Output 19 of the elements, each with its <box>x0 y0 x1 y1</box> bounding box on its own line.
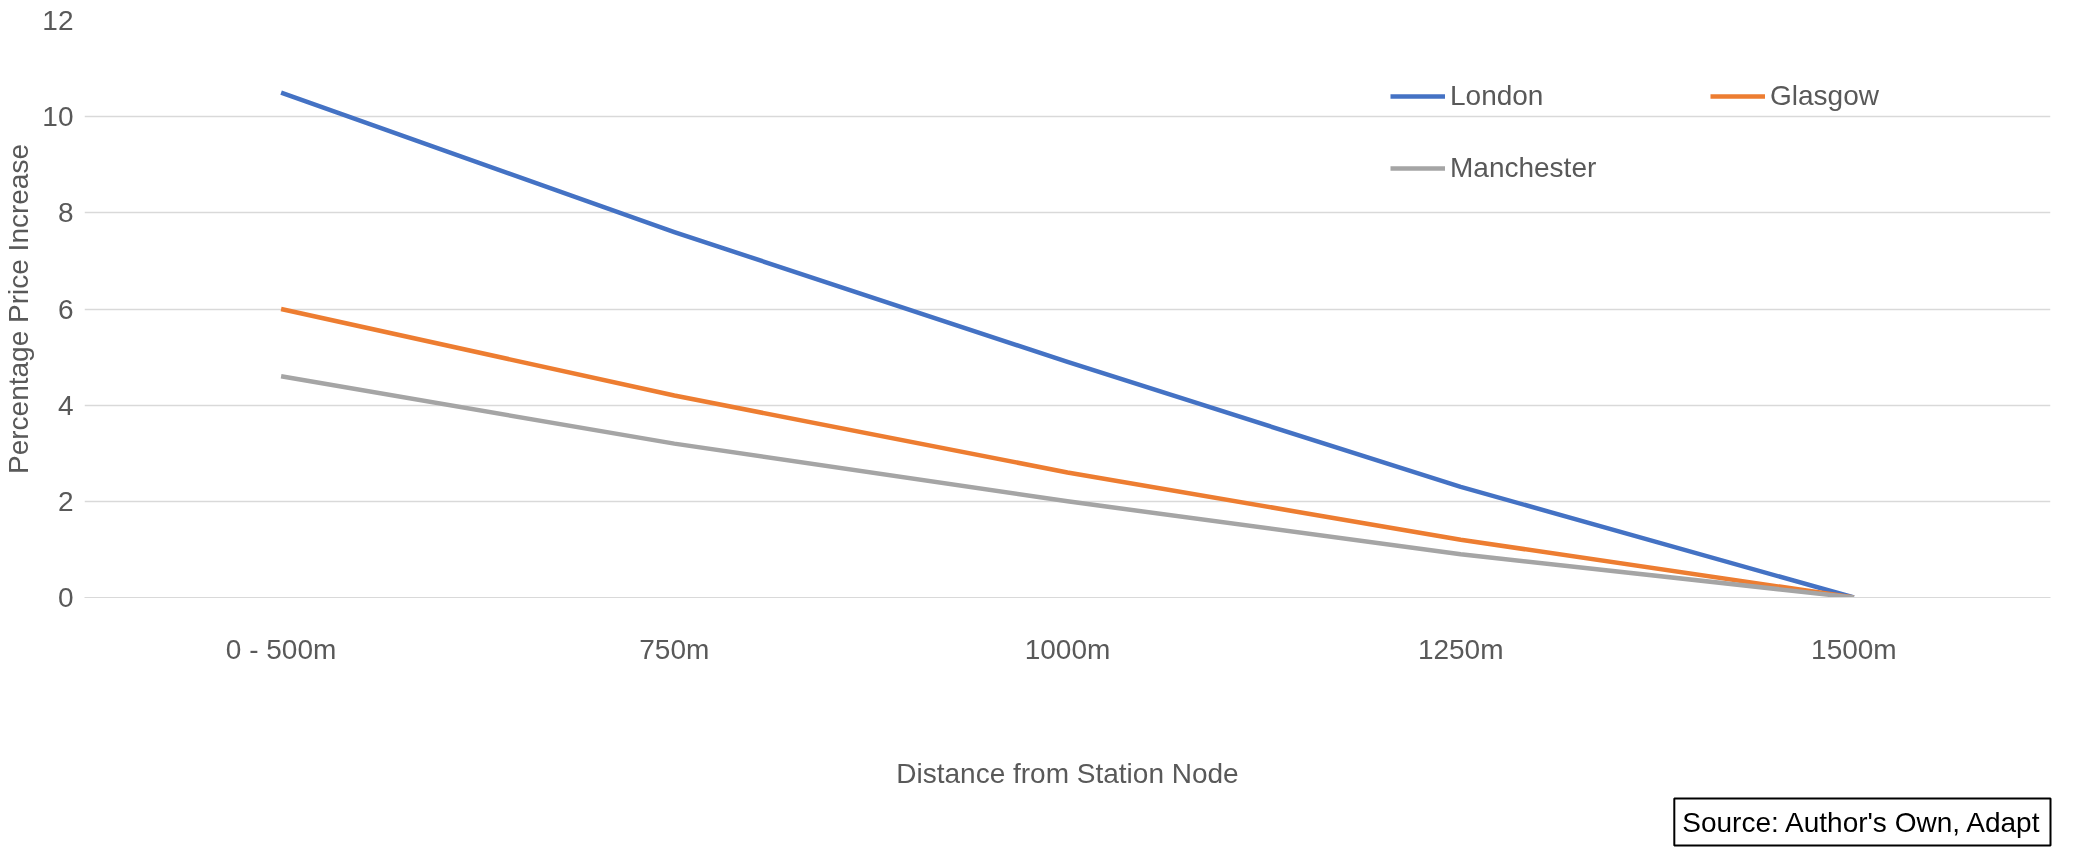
legend-label: Manchester <box>1450 152 1598 184</box>
x-tick-label: 750m <box>639 633 710 665</box>
y-tick-label: 10 <box>42 101 74 133</box>
line-series <box>278 374 1857 598</box>
source-note: Source: Author's Own, Adapt <box>1682 806 2040 838</box>
legend-label: Glasgow <box>1770 80 1880 112</box>
y-tick-label: 12 <box>42 5 74 36</box>
y-axis-title: Percentage Price Increase <box>3 144 35 474</box>
x-tick-label: 1500m <box>1811 633 1897 665</box>
x-tick-label: 1250m <box>1417 633 1504 665</box>
y-tick-label: 8 <box>57 197 74 229</box>
y-tick-label: 0 <box>57 582 74 613</box>
x-axis-title: Distance from Station Node <box>896 757 1239 789</box>
x-tick-label: 1000m <box>1024 633 1111 665</box>
y-tick-label: 6 <box>57 293 74 325</box>
y-tick-label: 2 <box>57 485 74 517</box>
x-tick-label: 0 - 500m <box>225 633 337 665</box>
y-tick-label: 4 <box>57 389 74 421</box>
legend-label: London <box>1450 80 1545 112</box>
